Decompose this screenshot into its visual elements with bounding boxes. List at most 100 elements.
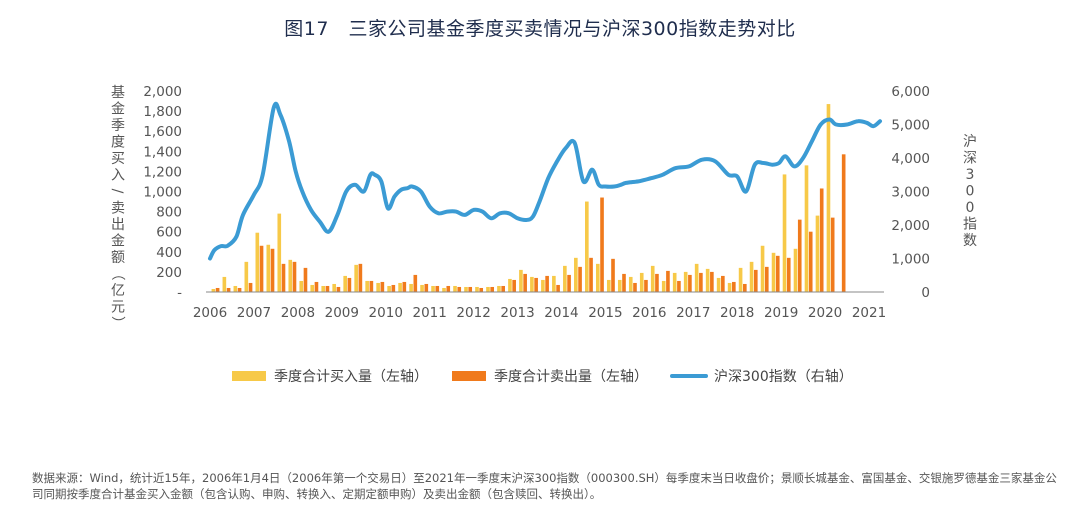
axis-title-char: ） bbox=[109, 316, 125, 330]
bar-buy bbox=[409, 283, 413, 292]
bar-sell bbox=[347, 277, 352, 292]
bar-sell bbox=[775, 255, 780, 292]
axis-title-char: 深 bbox=[963, 151, 977, 167]
axis-title-char: 数 bbox=[963, 233, 977, 249]
legend-index-label: 沪深300指数（右轴） bbox=[714, 369, 853, 385]
bar-sell bbox=[710, 271, 714, 292]
bar-buy bbox=[782, 174, 787, 292]
bar-buy bbox=[299, 280, 304, 292]
bar-buy bbox=[288, 259, 293, 292]
axis-title-char: 季 bbox=[111, 118, 125, 134]
y-left-tick-label: 1,200 bbox=[143, 164, 182, 180]
bar-sell bbox=[303, 267, 308, 292]
bar-sell bbox=[677, 280, 681, 292]
bar-buy bbox=[310, 284, 315, 292]
bar-sell bbox=[391, 284, 396, 292]
bar-sell bbox=[215, 287, 220, 292]
x-tick-label: 2013 bbox=[500, 305, 534, 321]
axis-title-char: 0 bbox=[966, 184, 975, 200]
index-line bbox=[208, 101, 882, 261]
bar-sell bbox=[688, 274, 692, 292]
x-tick-label: 2011 bbox=[412, 305, 446, 321]
bar-sell bbox=[655, 273, 659, 292]
bar-buy bbox=[760, 245, 765, 292]
x-tick-label: 2012 bbox=[456, 305, 490, 321]
bar-sell bbox=[732, 281, 736, 292]
bar-buy bbox=[804, 165, 809, 292]
bar-buy bbox=[277, 213, 282, 292]
legend-buy-label: 季度合计买入量（左轴） bbox=[274, 369, 428, 385]
bar-sell bbox=[600, 197, 604, 292]
bar-sell bbox=[358, 263, 363, 292]
x-tick-label: 2010 bbox=[369, 305, 403, 321]
bar-sell bbox=[721, 275, 725, 292]
bar-sell bbox=[797, 219, 802, 292]
axis-title-char: 元 bbox=[111, 300, 125, 316]
bar-sell bbox=[314, 281, 319, 292]
bar-buy bbox=[574, 257, 578, 292]
y-left-tick-label: 1,000 bbox=[143, 185, 182, 201]
bar-buy bbox=[793, 248, 798, 292]
bar-buy bbox=[661, 280, 666, 292]
bar-sell bbox=[699, 272, 703, 292]
bar-buy bbox=[749, 261, 754, 292]
y-right-tick-label: 4,000 bbox=[891, 151, 930, 167]
bar-sell bbox=[270, 248, 275, 292]
bar-sell bbox=[380, 281, 385, 292]
bar-sell bbox=[841, 154, 846, 292]
bar-buy bbox=[365, 280, 369, 292]
axis-title-char: 指 bbox=[963, 217, 977, 233]
bar-sell bbox=[819, 188, 824, 292]
bar-buy bbox=[464, 286, 468, 292]
y-right-tick-label: 0 bbox=[921, 285, 930, 301]
bar-buy bbox=[683, 271, 688, 292]
axis-title-char: 金 bbox=[111, 234, 125, 250]
y-left-tick-label: 600 bbox=[156, 225, 182, 241]
axis-title-char: 3 bbox=[966, 167, 975, 183]
bar-buy bbox=[595, 263, 600, 292]
axis-title-char: 沪 bbox=[963, 134, 977, 150]
x-tick-label: 2006 bbox=[193, 305, 227, 321]
bar-buy bbox=[486, 286, 490, 292]
y-left-tick-label: 2,000 bbox=[143, 84, 182, 100]
bar-buy bbox=[672, 272, 677, 292]
axis-title-char: 卖 bbox=[111, 201, 125, 217]
bar-buy bbox=[211, 288, 216, 292]
bar-buy bbox=[530, 276, 534, 292]
bar-sell bbox=[764, 266, 769, 292]
bar-buy bbox=[453, 285, 457, 292]
bar-buy bbox=[552, 275, 556, 292]
bar-sell bbox=[402, 281, 407, 292]
y-right-tick-label: 2,000 bbox=[891, 218, 930, 234]
bar-buy bbox=[233, 285, 238, 292]
y-left-tick-label: 1,400 bbox=[143, 144, 182, 160]
x-tick-label: 2007 bbox=[237, 305, 271, 321]
bar-buy bbox=[343, 275, 347, 292]
bar-buy bbox=[826, 104, 831, 292]
bar-buy bbox=[628, 276, 633, 292]
bar-sell bbox=[479, 287, 484, 292]
chart-title: 图17 三家公司基金季度买卖情况与沪深300指数走势对比 bbox=[284, 18, 796, 40]
bar-buy bbox=[563, 265, 567, 292]
bar-sell bbox=[237, 287, 242, 292]
y-left-tick-label: 200 bbox=[156, 265, 182, 281]
axis-title-char: 度 bbox=[111, 135, 125, 151]
bar-buy bbox=[266, 244, 271, 292]
x-tick-label: 2021 bbox=[852, 305, 886, 321]
bar-buy bbox=[585, 201, 589, 292]
bar-sell bbox=[457, 286, 462, 292]
axis-title-char: 亿 bbox=[111, 283, 125, 299]
y-left-tick-label: - bbox=[177, 285, 182, 301]
bar-sell bbox=[589, 257, 593, 292]
y-right-axis-title: 沪深300指数 bbox=[963, 134, 977, 249]
bar-sell bbox=[830, 217, 835, 292]
x-tick-label: 2008 bbox=[281, 305, 315, 321]
bar-buy bbox=[222, 276, 227, 292]
bar-buy bbox=[332, 283, 337, 292]
bar-sell bbox=[567, 274, 571, 292]
bar-sell bbox=[556, 284, 560, 292]
bar-sell bbox=[512, 279, 516, 292]
bar-buy bbox=[420, 284, 424, 292]
bar-buy bbox=[617, 279, 622, 292]
